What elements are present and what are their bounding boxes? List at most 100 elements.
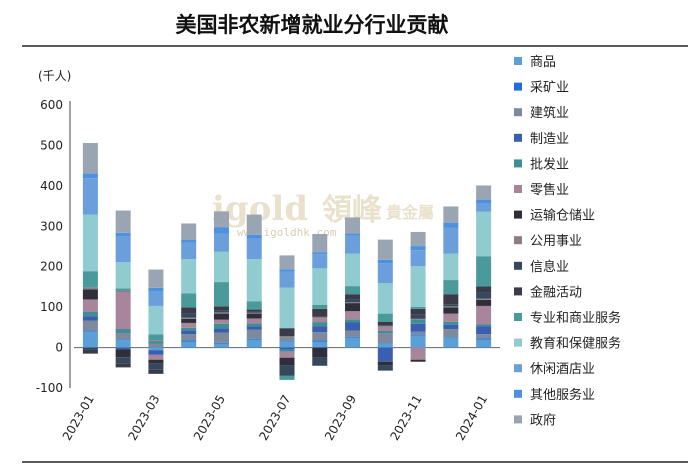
bar-segment (82, 178, 98, 215)
bar-segment (345, 319, 361, 323)
bar-segment (115, 347, 131, 350)
bar-segment (312, 252, 328, 255)
legend-swatch (514, 82, 522, 91)
bar-segment (148, 340, 164, 342)
bar-segment (443, 337, 459, 348)
legend-swatch (514, 364, 522, 373)
bar-segment (148, 291, 164, 306)
bar-segment (213, 227, 229, 234)
legend-swatch (514, 159, 522, 168)
bar-segment (246, 309, 262, 312)
bar-segment (246, 238, 262, 260)
bar-segment (82, 289, 98, 300)
bar-segment (345, 217, 361, 234)
bar-segment (377, 330, 393, 334)
bar-segment (345, 336, 361, 338)
bar-segment (82, 316, 98, 321)
bar-segment (345, 337, 361, 348)
x-tick-label: 2023-07 (256, 393, 293, 443)
legend-label: 其他服务业 (530, 387, 595, 403)
bar-segment (181, 322, 197, 328)
bar-segment (377, 239, 393, 260)
bar-segment (246, 338, 262, 340)
bar-segment (148, 343, 164, 348)
bar-segment (213, 310, 229, 313)
bar-segment (377, 326, 393, 331)
bar-segment (312, 341, 328, 348)
bar-segment (115, 290, 131, 293)
bar-segment (148, 363, 164, 370)
bar-segment (410, 308, 426, 315)
bar-segment (312, 308, 328, 317)
y-tick-label: 300 (40, 219, 63, 233)
bar-segment (443, 253, 459, 281)
bar-segment (279, 269, 295, 272)
bar-segment (82, 331, 98, 348)
bar-segment (148, 350, 164, 355)
bar-segment (443, 313, 459, 322)
bar-segment (410, 306, 426, 309)
bar-segment (279, 341, 295, 348)
bar-segment (312, 332, 328, 341)
bar-segment (476, 339, 492, 348)
bar-segment (476, 199, 492, 204)
legend-label: 制造业 (530, 132, 569, 147)
bar-segment (246, 329, 262, 339)
bar-segment (213, 319, 229, 324)
bar-segment (82, 214, 98, 272)
bar-segment (148, 349, 164, 351)
bar-segment (377, 259, 393, 264)
bar-segment (148, 369, 164, 374)
bar-segment (476, 286, 492, 293)
bar-segment (246, 312, 262, 314)
bar-segment (410, 323, 426, 332)
bar-segment (115, 288, 131, 291)
bar-segment (476, 211, 492, 257)
bar-segment (181, 330, 197, 335)
legend-label: 建筑业 (530, 105, 569, 121)
bar-segment (213, 282, 229, 307)
bar-segment (246, 318, 262, 324)
bar-segment (377, 321, 393, 326)
legend-swatch (514, 185, 522, 193)
bar-segment (115, 349, 131, 358)
bar-segment (443, 280, 459, 295)
bar-segment (410, 318, 426, 320)
bar-segment (476, 326, 492, 335)
bar-segment (148, 341, 164, 344)
bar-segment (213, 251, 229, 283)
bar-segment (443, 306, 459, 308)
bar-segment (476, 334, 492, 339)
watermark-cn2: 貴金屬 (386, 203, 434, 222)
bar-segment (377, 361, 393, 366)
bar-segment (213, 343, 229, 348)
bar-segment (476, 338, 492, 340)
bar-segment (82, 349, 98, 354)
y-tick-label: 600 (40, 98, 63, 112)
bar-segment (476, 299, 492, 306)
bar-segment (377, 263, 393, 284)
bar-segment (279, 336, 295, 338)
bar-segment (82, 347, 98, 350)
bar-segment (345, 253, 361, 287)
bar-segment (246, 313, 262, 319)
y-unit-label: (千人) (38, 69, 71, 83)
legend-swatch (514, 313, 522, 321)
bar-segment (377, 313, 393, 322)
legend-swatch (514, 133, 522, 142)
legend: 商品采矿业建筑业制造业批发业零售业运输仓储业公用事业信息业金融活动专业和商业服务… (514, 55, 621, 428)
bar-segment (377, 343, 393, 348)
bar-segment (115, 210, 131, 233)
bar-segment (345, 299, 361, 303)
bar-segment (148, 305, 164, 335)
bar-segment (213, 328, 229, 333)
bar-segment (82, 299, 98, 312)
bar-segment (246, 301, 262, 310)
bar-segment (345, 330, 361, 337)
bar-segment (443, 304, 459, 307)
legend-swatch (514, 389, 522, 398)
bar-segment (345, 302, 361, 304)
bar-segment (312, 254, 328, 269)
x-tick-label: 2023-11 (387, 393, 424, 443)
